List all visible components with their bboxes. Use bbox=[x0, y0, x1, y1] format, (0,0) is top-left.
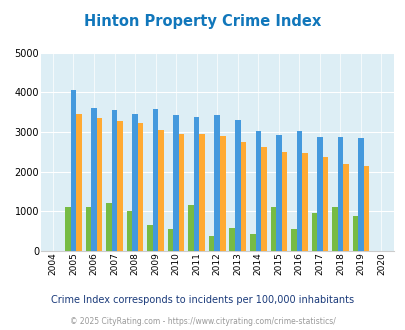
Bar bbox=[173, 115, 179, 251]
Bar bbox=[229, 228, 234, 251]
Bar bbox=[220, 136, 225, 251]
Bar bbox=[158, 130, 164, 251]
Bar bbox=[311, 213, 316, 251]
Bar bbox=[76, 114, 81, 251]
Bar bbox=[322, 157, 327, 251]
Bar bbox=[270, 207, 275, 251]
Bar bbox=[179, 134, 184, 251]
Bar bbox=[65, 207, 70, 251]
Bar bbox=[214, 115, 220, 251]
Bar bbox=[126, 211, 132, 251]
Bar bbox=[152, 110, 158, 251]
Bar bbox=[194, 117, 199, 251]
Bar bbox=[132, 114, 138, 251]
Bar bbox=[290, 229, 296, 251]
Bar bbox=[138, 123, 143, 251]
Bar bbox=[209, 236, 214, 251]
Bar bbox=[167, 229, 173, 251]
Bar bbox=[260, 147, 266, 251]
Bar bbox=[106, 203, 111, 251]
Bar bbox=[316, 137, 322, 251]
Bar bbox=[331, 207, 337, 251]
Bar bbox=[363, 166, 369, 251]
Text: © 2025 CityRating.com - https://www.cityrating.com/crime-statistics/: © 2025 CityRating.com - https://www.city… bbox=[70, 317, 335, 326]
Bar bbox=[275, 135, 281, 251]
Bar bbox=[342, 164, 348, 251]
Bar bbox=[111, 110, 117, 251]
Text: Hinton Property Crime Index: Hinton Property Crime Index bbox=[84, 14, 321, 29]
Bar bbox=[70, 90, 76, 251]
Bar bbox=[255, 131, 260, 251]
Bar bbox=[147, 225, 152, 251]
Bar bbox=[85, 207, 91, 251]
Bar bbox=[357, 138, 363, 251]
Bar bbox=[91, 108, 96, 251]
Bar bbox=[199, 134, 205, 251]
Bar bbox=[296, 131, 301, 251]
Bar bbox=[188, 205, 194, 251]
Bar bbox=[352, 216, 357, 251]
Bar bbox=[249, 234, 255, 251]
Bar bbox=[234, 120, 240, 251]
Bar bbox=[301, 153, 307, 251]
Bar bbox=[337, 137, 342, 251]
Bar bbox=[117, 121, 123, 251]
Bar bbox=[281, 152, 286, 251]
Bar bbox=[240, 142, 245, 251]
Bar bbox=[96, 118, 102, 251]
Text: Crime Index corresponds to incidents per 100,000 inhabitants: Crime Index corresponds to incidents per… bbox=[51, 295, 354, 305]
